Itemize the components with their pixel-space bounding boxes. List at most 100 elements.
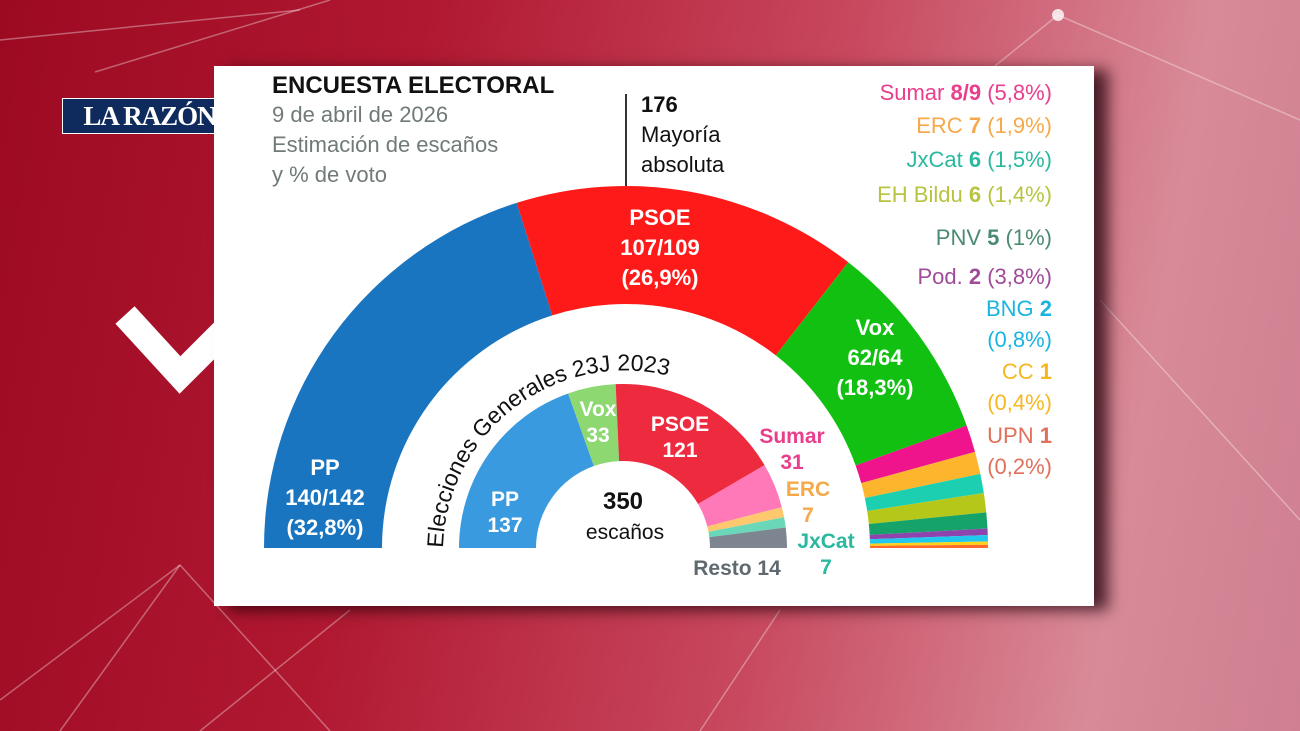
inner-jxcat-seats: 7 (820, 556, 832, 579)
legend-pnv-pct: (1%) (1005, 225, 1052, 250)
majority-divider (625, 94, 627, 186)
subtitle-line-2: y % de voto (272, 162, 387, 187)
majority-label-2: absoluta (641, 152, 725, 177)
legend-sumar-pct: (5,8%) (987, 80, 1052, 105)
inner-erc-seats: 7 (802, 504, 814, 527)
2023-slice-psoe (615, 384, 765, 505)
majority-value: 176 (641, 92, 678, 117)
inner-label-sumar: Sumar 31 (759, 424, 824, 476)
legend-bng: (0,8%) (987, 327, 1052, 353)
la-razon-logo: LA RAZÓN (62, 98, 237, 134)
poll-slice-erc (861, 451, 981, 499)
poll-slice-jxcat (864, 473, 984, 511)
legend-jxcat-pct: (1,5%) (987, 147, 1052, 172)
label-psoe-seats: 107/109 (620, 235, 700, 260)
legend-upn: UPN 1 (987, 423, 1052, 449)
legend-pod: Pod. 2 (3,8%) (917, 264, 1052, 290)
poll-slice-pp (264, 202, 553, 549)
legend-upn-name: UPN (987, 423, 1034, 448)
label-psoe-pct: (26,9%) (621, 265, 699, 290)
inner-sumar-seats: 31 (780, 451, 804, 474)
legend-pnv-name: PNV (935, 225, 982, 250)
inner-label-vox: Vox 33 (580, 397, 617, 449)
legend-bng-name: BNG (985, 296, 1034, 321)
legend-cc-seats: 1 (1039, 359, 1052, 384)
poll-slice-pod (869, 528, 988, 540)
poll-slice-vox (775, 262, 967, 466)
label-vox-pct: (18,3%) (836, 375, 914, 400)
inner-vox-seats: 33 (586, 424, 610, 447)
poll-date: 9 de abril de 2026 (272, 102, 449, 127)
2023-slice-jxcat (708, 517, 786, 538)
inner-psoe-name: PSOE (650, 413, 710, 436)
legend-ehbildu: EH Bildu 6 (1,4%) (877, 182, 1052, 208)
legend-jxcat: JxCat 6 (1,5%) (906, 147, 1052, 173)
poll-slice-sumar (855, 425, 975, 484)
legend-sumar: Sumar 8/9 (5,8%) (880, 80, 1052, 106)
majority-label-1: Mayoría (641, 122, 721, 147)
legend-ehbildu-name: EH Bildu (877, 182, 963, 207)
label-vox-seats: 62/64 (847, 345, 903, 370)
poll-slice-psoe (516, 186, 849, 356)
inner-label-pp: PP 137 (487, 487, 522, 539)
inner-jxcat-name: JxCat (797, 530, 855, 553)
legend-jxcat-seats: 6 (968, 147, 982, 172)
2023-slice-sumar (698, 465, 782, 527)
2023-slice-pp (459, 393, 594, 548)
inner-label-jxcat: JxCat 7 (797, 529, 854, 581)
legend-bng-pct: (0,8%) (987, 327, 1052, 352)
poll-slice-bng (869, 535, 988, 544)
legend-pod-seats: 2 (968, 264, 982, 289)
2023-slice-vox (568, 384, 620, 467)
legend-bng: BNG 2 (986, 296, 1052, 322)
poll-slice-ehbildu (867, 493, 987, 524)
inner-psoe-seats: 121 (662, 439, 698, 462)
label-vox: Vox 62/64 (18,3%) (836, 313, 913, 403)
legend-ehbildu-seats: 6 (968, 182, 982, 207)
legend-erc-name: ERC (916, 113, 963, 138)
poll-slice-pnv (868, 512, 988, 535)
poll-slice-upn (869, 544, 988, 548)
inner-label-resto: Resto 14 (693, 557, 781, 580)
legend-pod-pct: (3,8%) (987, 264, 1052, 289)
inner-erc-name: ERC (785, 478, 831, 501)
legend-sumar-name: Sumar (879, 80, 945, 105)
legend-pod-name: Pod. (917, 264, 963, 289)
label-psoe: PSOE 107/109 (26,9%) (620, 203, 700, 293)
legend-ehbildu-pct: (1,4%) (987, 182, 1052, 207)
inner-vox-name: Vox (579, 398, 617, 421)
label-pp-name: PP (310, 455, 340, 480)
legend-pnv-seats: 5 (987, 225, 1000, 250)
inner-total-label: escaños (585, 521, 665, 544)
label-psoe-name: PSOE (629, 205, 691, 230)
2023-slice-resto (709, 527, 787, 548)
legend-upn-pct: (0,2%) (987, 454, 1052, 479)
legend-jxcat-name: JxCat (906, 147, 963, 172)
inner-pp-seats: 137 (487, 514, 523, 537)
label-pp: PP 140/142 (32,8%) (285, 453, 365, 543)
label-pp-pct: (32,8%) (286, 515, 364, 540)
poll-slice-cc (869, 541, 988, 546)
legend-sumar-seats: 8/9 (950, 80, 982, 105)
legend-bng-seats: 2 (1039, 296, 1052, 321)
label-pp-seats: 140/142 (285, 485, 365, 510)
legend-upn-seats: 1 (1039, 423, 1052, 448)
inner-label-erc: ERC 7 (786, 477, 830, 529)
legend-cc-pct: (0,4%) (987, 390, 1052, 415)
inner-total: 350 (602, 488, 644, 515)
subtitle-line-1: Estimación de escaños (272, 132, 499, 157)
legend-erc-seats: 7 (968, 113, 982, 138)
label-vox-name: Vox (855, 315, 895, 340)
inner-pp-name: PP (490, 488, 520, 511)
legend-erc: ERC 7 (1,9%) (916, 113, 1052, 139)
legend-cc: (0,4%) (987, 390, 1052, 416)
chart-title: ENCUESTA ELECTORAL (272, 72, 555, 99)
legend-pnv: PNV 5 (1%) (936, 225, 1052, 251)
legend-erc-pct: (1,9%) (987, 113, 1052, 138)
2023-slice-erc (707, 507, 785, 532)
legend-cc: CC 1 (1002, 359, 1052, 385)
legend-upn: (0,2%) (987, 454, 1052, 480)
legend-cc-name: CC (1001, 359, 1034, 384)
inner-sumar-name: Sumar (759, 425, 825, 448)
